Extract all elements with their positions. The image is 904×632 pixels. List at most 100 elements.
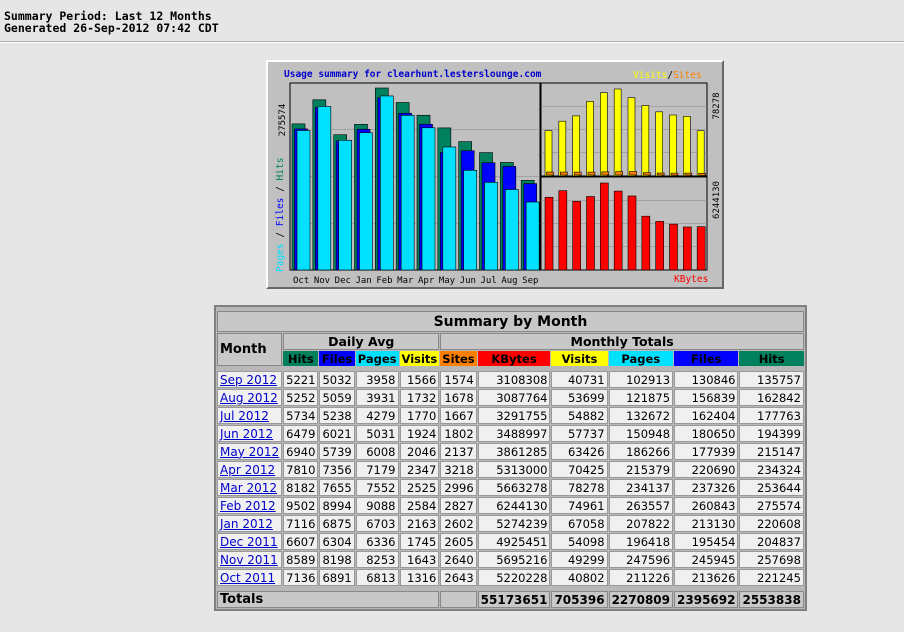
cell-sites: 2827: [440, 497, 477, 514]
cell-visits: 54882: [551, 407, 608, 424]
pages-bar: [338, 139, 352, 271]
month-cell: Jul 2012: [217, 407, 283, 424]
kbytes-bar: [655, 221, 664, 271]
sites-bar: [684, 172, 693, 176]
month-rows: Sep 2012 5221 5032 3958 1566 1574 3108308 40731…: [217, 371, 804, 586]
cell-d-files: 6304: [319, 533, 355, 550]
month-link[interactable]: Apr 2012: [220, 462, 276, 477]
pages-bar: [296, 130, 311, 271]
graph-title: Usage summary for clearhunt.lestersloung…: [284, 69, 542, 80]
cell-files: 237326: [674, 479, 739, 496]
totals-hits: 2553838: [739, 591, 804, 608]
month-column-header: Month: [217, 333, 283, 366]
sites-bar: [573, 171, 582, 176]
month-link[interactable]: Feb 2012: [220, 498, 276, 513]
month-link[interactable]: Jul 2012: [220, 408, 269, 423]
cell-visits: 49299: [551, 551, 608, 568]
month-link[interactable]: Dec 2011: [220, 534, 278, 549]
totals-sites-blank: [440, 591, 477, 608]
month-link[interactable]: Aug 2012: [220, 390, 278, 405]
table-row: Apr 2012 7810 7356 7179 2347 3218 5313000 70425…: [217, 461, 804, 478]
monthly-totals-header: Monthly Totals: [440, 333, 804, 350]
month-link[interactable]: Sep 2012: [220, 372, 277, 387]
month-link[interactable]: Jan 2012: [220, 516, 273, 531]
cell-pages: 247596: [608, 551, 674, 568]
cell-d-visits: 1643: [399, 551, 440, 568]
visits-bar: [696, 130, 705, 177]
month-link[interactable]: Mar 2012: [220, 480, 277, 495]
visits-bar: [683, 116, 691, 177]
kbytes-bar: [683, 226, 692, 271]
cell-d-files: 5032: [319, 371, 355, 388]
usage-summary-graph: Usage summary for clearhunt.lestersloung…: [266, 60, 724, 289]
cell-pages: 132672: [608, 407, 674, 424]
cell-d-hits: 7116: [283, 515, 319, 532]
cell-visits: 57737: [551, 425, 608, 442]
cell-sites: 1574: [440, 371, 477, 388]
cell-d-visits: 2046: [399, 443, 440, 460]
graph-month-label: May: [439, 276, 456, 286]
table-row: Dec 2011 6607 6304 6336 1745 2605 4925451 54098…: [217, 533, 804, 550]
pages-bar: [400, 115, 415, 271]
table-row: May 2012 6940 5739 6008 2046 2137 3861285 63426…: [217, 443, 804, 460]
cell-d-visits: 1316: [399, 569, 440, 586]
cell-kbytes: 6244130: [477, 497, 551, 514]
cell-files: 156839: [674, 389, 739, 406]
col-daily-hits: Hits: [283, 351, 319, 366]
kbytes-bar: [600, 182, 609, 271]
month-link[interactable]: Jun 2012: [220, 426, 274, 441]
graph-month-label: Jun: [460, 276, 476, 286]
visits-sites-plot: [540, 82, 708, 177]
cell-d-files: 6875: [319, 515, 355, 532]
cell-kbytes: 5313000: [477, 461, 551, 478]
graph-legend-right: Visits/Sites: [633, 70, 702, 81]
month-link[interactable]: May 2012: [220, 444, 280, 459]
month-cell: May 2012: [217, 443, 283, 460]
cell-d-pages: 6336: [355, 533, 399, 550]
visits-bar: [558, 120, 567, 177]
kbytes-bar: [586, 196, 595, 271]
cell-hits: 234324: [739, 461, 804, 478]
sites-bar: [698, 172, 706, 176]
legend-slash: /: [667, 70, 673, 81]
cell-files: 195454: [674, 533, 739, 550]
cell-hits: 177763: [739, 407, 804, 424]
visits-bar: [613, 88, 622, 177]
cell-d-hits: 6479: [283, 425, 319, 442]
header-divider: [0, 41, 904, 43]
cell-sites: 2605: [440, 533, 477, 550]
month-link[interactable]: Oct 2011: [220, 570, 276, 585]
month-link[interactable]: Nov 2011: [220, 552, 278, 567]
month-cell: Jun 2012: [217, 425, 283, 442]
max-kbytes-label: 6244130: [712, 181, 722, 219]
pages-bar: [525, 201, 540, 271]
cell-visits: 63426: [551, 443, 608, 460]
graph-month-label: Jul: [481, 276, 497, 286]
cell-pages: 263557: [608, 497, 674, 514]
cell-d-files: 5059: [319, 389, 355, 406]
totals-pages: 2270809: [608, 591, 674, 608]
col-daily-visits: Visits: [399, 351, 440, 366]
cell-pages: 121875: [608, 389, 674, 406]
visits-bar: [572, 115, 580, 177]
cell-d-pages: 4279: [355, 407, 399, 424]
cell-hits: 220608: [739, 515, 804, 532]
sites-bar: [587, 171, 596, 176]
cell-d-pages: 3931: [355, 389, 399, 406]
graph-month-label: Feb: [376, 276, 392, 286]
totals-visits: 705396: [551, 591, 608, 608]
col-daily-files: Files: [319, 351, 355, 366]
cell-d-hits: 8182: [283, 479, 319, 496]
month-cell: Apr 2012: [217, 461, 283, 478]
cell-visits: 74961: [551, 497, 608, 514]
cell-d-visits: 2347: [399, 461, 440, 478]
cell-d-visits: 2163: [399, 515, 440, 532]
cell-kbytes: 3108308: [477, 371, 551, 388]
graph-month-label: Oct: [293, 276, 309, 286]
sites-bar: [629, 171, 637, 176]
kbytes-bar: [627, 195, 637, 271]
cell-pages: 234137: [608, 479, 674, 496]
cell-kbytes: 3291755: [477, 407, 551, 424]
cell-pages: 211226: [608, 569, 674, 586]
cell-d-pages: 8253: [355, 551, 399, 568]
